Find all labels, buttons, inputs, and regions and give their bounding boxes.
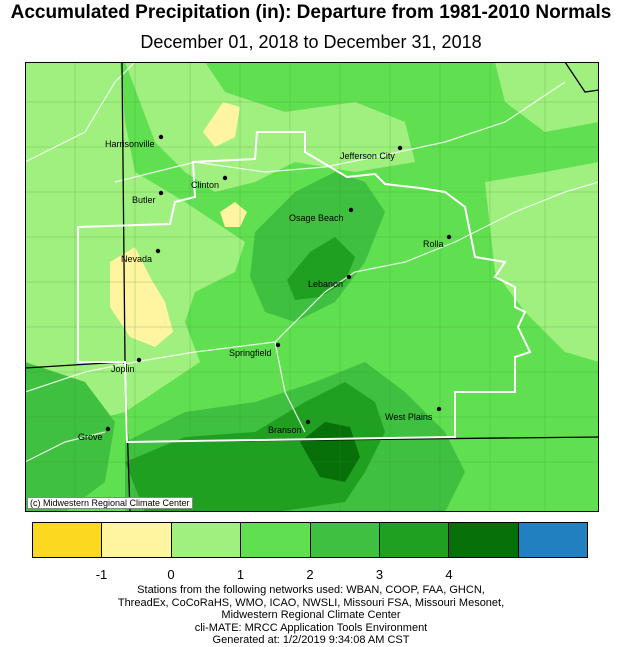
station-dot-grove [105, 426, 111, 432]
footer-networks-line-2: ThreadEx, CoCoRaHS, WMO, ICAO, NWSLI, Mi… [117, 596, 505, 609]
station-dot-joplin [136, 357, 142, 363]
legend-swatch-4 [310, 523, 380, 557]
station-label-branson: Branson [268, 425, 302, 435]
legend-tick-label: 1 [236, 567, 245, 582]
contour-neg-clinton [220, 202, 247, 227]
station-label-osage-beach: Osage Beach [289, 213, 344, 223]
station-label-grove: Grove [78, 432, 103, 442]
station-label-nevada: Nevada [121, 254, 152, 264]
station-label-west-plains: West Plains [385, 412, 433, 422]
station-dot-jefferson-city [397, 145, 403, 151]
contour-neg-north [203, 102, 240, 147]
legend-tick-label: -1 [95, 567, 108, 582]
copyright-credit: (c) Midwestern Regional Climate Center [27, 497, 193, 509]
footer-climate-tool-line: cli-MATE: MRCC Application Tools Environ… [194, 621, 428, 634]
footer-notes: Stations from the following networks use… [0, 584, 622, 647]
legend-tick-labels: -1 0 1 2 3 4 [32, 567, 588, 583]
contour-2-3-southwest [25, 362, 115, 512]
legend-swatch-3 [241, 523, 311, 557]
station-label-springfield: Springfield [229, 348, 272, 358]
contour-0-1-northeast [495, 62, 599, 132]
legend-tick-label: 4 [445, 567, 453, 582]
highways [25, 62, 599, 463]
station-label-joplin: Joplin [111, 364, 135, 374]
legend-swatch-5 [379, 523, 450, 557]
legend-swatch-1 [102, 523, 172, 557]
contour-0-1-north [125, 62, 415, 192]
station-dot-branson [305, 419, 311, 425]
region-outline [77, 131, 532, 444]
station-markers: Harrisonville Jefferson City Clinton But… [78, 134, 452, 442]
legend-swatch-0 [33, 523, 103, 557]
station-label-harrisonville: Harrisonville [105, 139, 155, 149]
precipitation-departure-map: Harrisonville Jefferson City Clinton But… [25, 62, 599, 512]
station-dot-springfield [275, 342, 281, 348]
station-dot-lebanon [346, 274, 352, 280]
legend-swatch-2 [171, 523, 242, 557]
station-label-jefferson-city: Jefferson City [340, 151, 395, 161]
footer-generated-line: Generated at: 1/2/2019 9:34:08 AM CST [212, 634, 410, 646]
station-label-rolla: Rolla [423, 239, 444, 249]
contour-0-1-east [485, 162, 599, 362]
contour-4plus-south [300, 422, 360, 482]
legend-tick-label: 2 [306, 567, 314, 582]
date-range-subtitle: December 01, 2018 to December 31, 2018 [140, 32, 482, 52]
contour-3-4-lebanon [287, 237, 355, 300]
footer-center-line: Midwestern Regional Climate Center [221, 609, 401, 621]
station-dot-osage-beach [348, 207, 354, 213]
station-label-lebanon: Lebanon [308, 279, 343, 289]
station-label-butler: Butler [132, 195, 156, 205]
legend-tick-label: 0 [167, 567, 175, 582]
station-dot-butler [158, 190, 164, 196]
contour-neg-nevada [110, 247, 173, 347]
legend-swatch-6 [449, 523, 519, 557]
footer-networks-line-1: Stations from the following networks use… [137, 584, 485, 596]
station-dot-rolla [446, 234, 452, 240]
map-title: Accumulated Precipitation (in): Departur… [10, 2, 612, 23]
station-label-clinton: Clinton [191, 180, 219, 190]
color-legend [32, 522, 588, 558]
map-frame [25, 62, 599, 512]
legend-tick-label: 3 [375, 567, 384, 582]
legend-swatch-7 [518, 523, 587, 557]
station-dot-west-plains [436, 406, 442, 412]
station-dot-clinton [222, 175, 228, 181]
station-dot-harrisonville [158, 134, 164, 140]
station-dot-nevada [155, 248, 161, 254]
